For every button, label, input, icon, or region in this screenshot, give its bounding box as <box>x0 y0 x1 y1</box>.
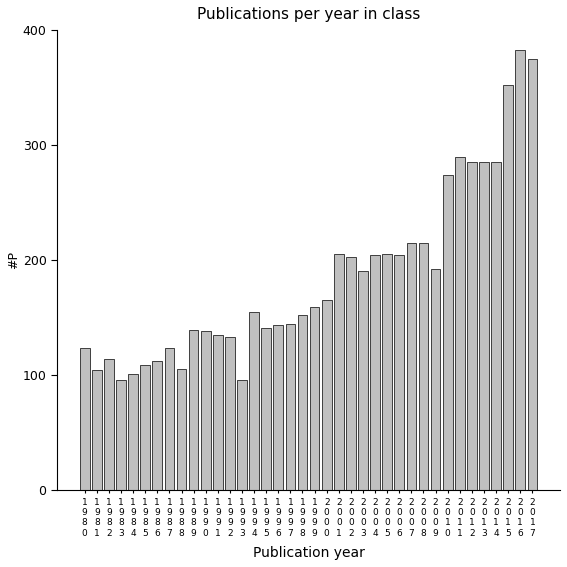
Bar <box>491 162 501 490</box>
Bar <box>213 335 223 490</box>
Bar <box>358 272 368 490</box>
Bar <box>128 374 138 490</box>
Bar <box>141 365 150 490</box>
Y-axis label: #P: #P <box>7 251 20 269</box>
Bar <box>286 324 295 490</box>
Bar <box>116 379 126 490</box>
Bar <box>407 243 416 490</box>
Bar <box>431 269 441 490</box>
Bar <box>237 379 247 490</box>
Bar <box>527 59 537 490</box>
Bar <box>382 254 392 490</box>
Title: Publications per year in class: Publications per year in class <box>197 7 420 22</box>
Bar <box>346 256 356 490</box>
Bar <box>322 300 332 490</box>
Bar <box>153 361 162 490</box>
Bar <box>164 349 174 490</box>
Bar <box>443 175 452 490</box>
Bar <box>334 254 344 490</box>
Bar <box>177 369 187 490</box>
Bar <box>503 85 513 490</box>
Bar <box>298 315 307 490</box>
Bar <box>455 156 464 490</box>
Bar <box>418 243 428 490</box>
Bar <box>467 162 477 490</box>
Bar <box>310 307 319 490</box>
Bar <box>261 328 271 490</box>
X-axis label: Publication year: Publication year <box>252 546 365 560</box>
Bar <box>479 162 489 490</box>
Bar <box>92 370 101 490</box>
Bar <box>515 49 525 490</box>
Bar <box>395 255 404 490</box>
Bar <box>249 312 259 490</box>
Bar <box>273 325 283 490</box>
Bar <box>201 331 210 490</box>
Bar <box>189 330 198 490</box>
Bar <box>104 359 114 490</box>
Bar <box>80 349 90 490</box>
Bar <box>225 337 235 490</box>
Bar <box>370 255 380 490</box>
